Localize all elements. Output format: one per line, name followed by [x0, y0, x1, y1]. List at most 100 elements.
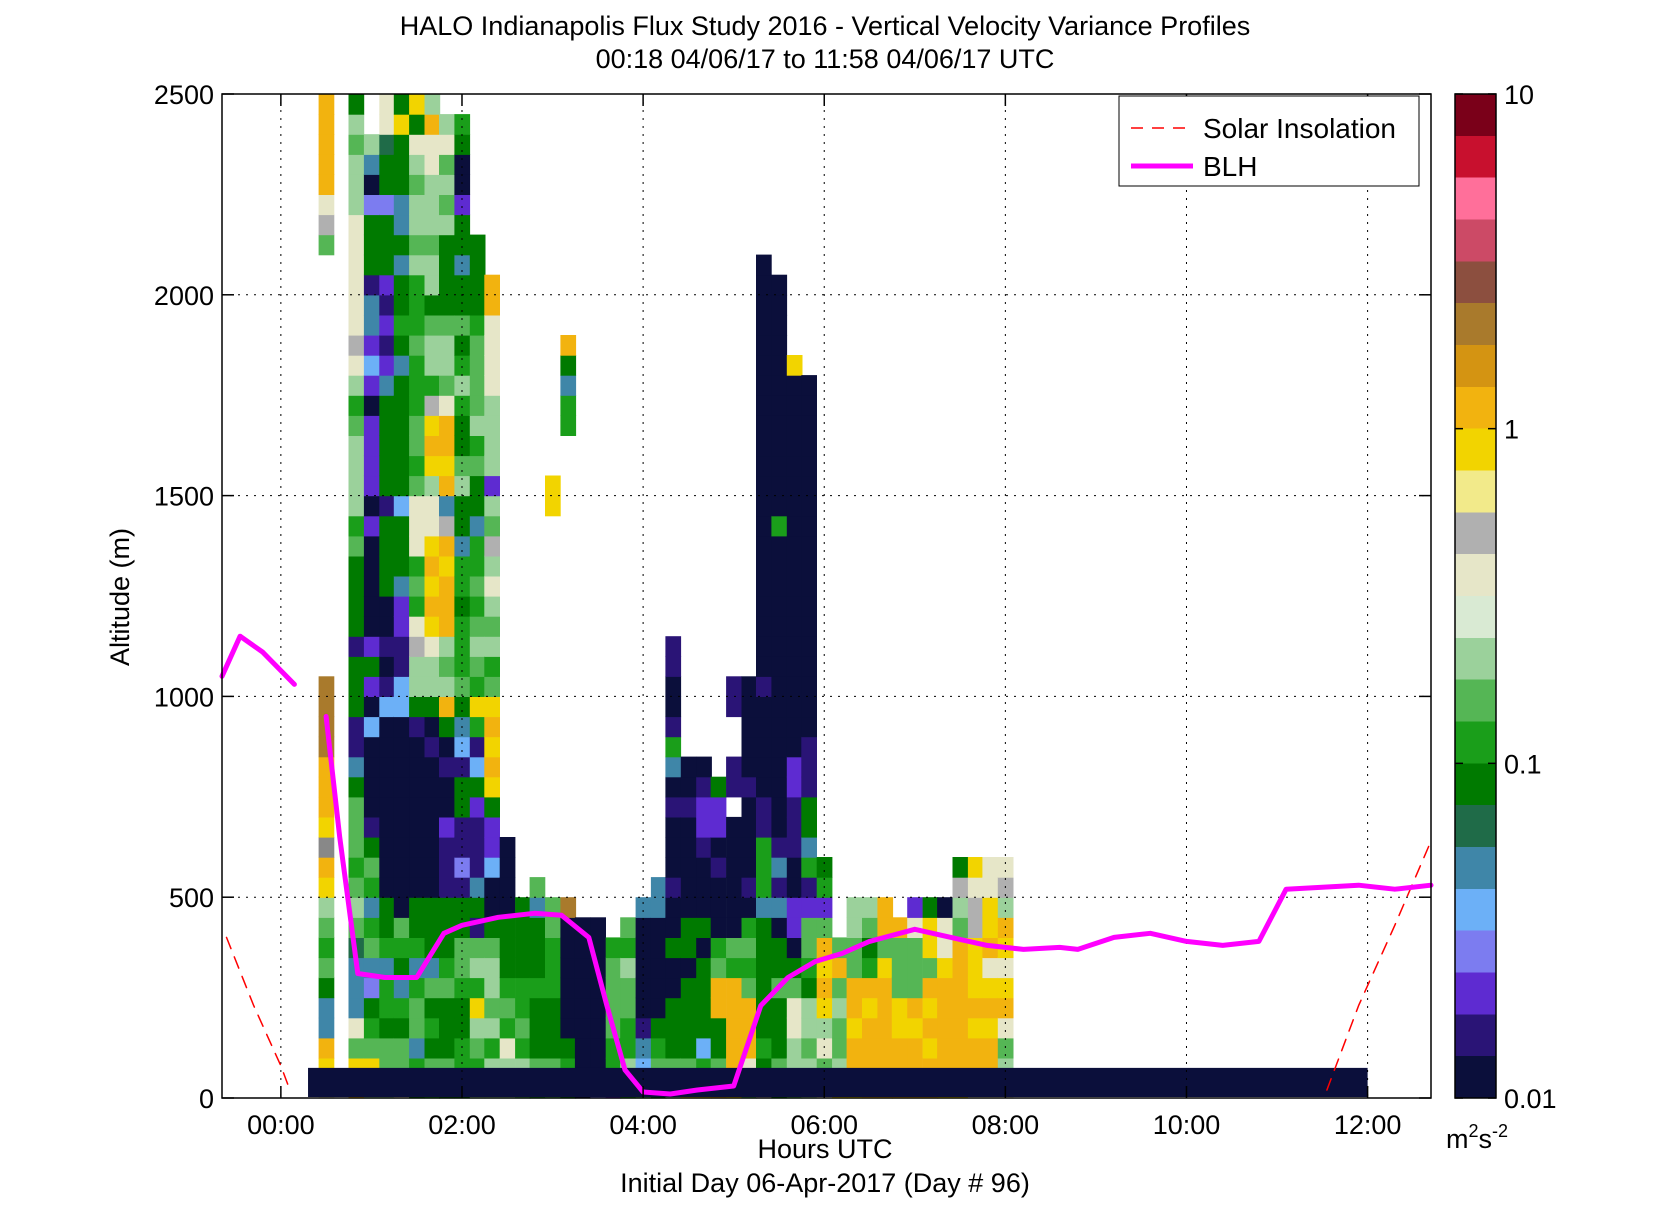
heatmap-cell — [363, 756, 380, 778]
heatmap-cell — [454, 435, 471, 457]
heatmap-cell — [499, 1017, 516, 1039]
heatmap-cell — [786, 917, 803, 938]
blh-line — [323, 714, 1434, 1097]
heatmap-cell — [741, 917, 758, 938]
heatmap-cell — [786, 355, 803, 376]
heatmap-cell — [348, 214, 365, 236]
heatmap-cell — [922, 977, 939, 999]
heatmap-cell — [379, 696, 395, 718]
heatmap-cell — [756, 515, 772, 537]
heatmap-cell — [454, 294, 471, 316]
heatmap-cell — [665, 676, 682, 697]
heatmap-cell — [982, 857, 999, 878]
heatmap-cell — [997, 1017, 1014, 1039]
heatmap-cell — [409, 917, 425, 938]
heatmap-cell — [846, 1037, 863, 1059]
heatmap-cell — [982, 997, 999, 1019]
heatmap-cell — [771, 535, 788, 557]
heatmap-cell — [363, 274, 380, 296]
heatmap-cell — [771, 816, 788, 838]
heatmap-cell — [726, 997, 742, 1019]
heatmap-cell — [832, 997, 848, 1019]
heatmap-cell — [620, 937, 636, 959]
y-axis-ticks: 0 500 1000 1500 2000 2500 — [154, 80, 1431, 1114]
heatmap-cell — [318, 134, 335, 155]
heatmap-cell — [409, 575, 425, 597]
heatmap-cell — [696, 796, 712, 818]
heatmap-cell — [409, 254, 425, 276]
heatmap-cell — [454, 475, 471, 497]
heatmap-cell — [318, 114, 335, 135]
heatmap-cell — [665, 997, 682, 1019]
heatmap-cell — [756, 435, 772, 457]
heatmap-cell — [409, 857, 425, 878]
heatmap-cell — [696, 877, 712, 898]
heatmap-cell — [786, 756, 803, 778]
heatmap-cell — [484, 1017, 500, 1039]
x-tick-label: 12:00 — [1334, 1110, 1402, 1140]
heatmap-cell — [907, 997, 923, 1019]
heatmap-cell — [680, 837, 697, 858]
heatmap-cell — [409, 154, 425, 175]
heatmap-cell — [710, 957, 727, 979]
heatmap-cell — [620, 917, 636, 938]
heatmap-cell — [545, 957, 561, 979]
heatmap-cell — [665, 736, 682, 758]
heatmap-cell — [348, 395, 365, 416]
heatmap-cell — [424, 194, 441, 216]
heatmap-cell — [379, 716, 395, 738]
heatmap-cell — [393, 254, 410, 276]
solar-insolation-line — [225, 936, 291, 1091]
heatmap-cell — [756, 254, 772, 276]
heatmap-cell — [409, 937, 425, 959]
heatmap-cell — [696, 837, 712, 858]
heatmap-cell — [771, 716, 788, 738]
heatmap-cell — [680, 957, 697, 979]
heatmap-cell — [469, 475, 486, 497]
heatmap-cell — [363, 575, 380, 597]
heatmap-cell — [454, 977, 471, 999]
heatmap-cell — [424, 776, 441, 798]
heatmap-cell — [484, 575, 500, 597]
legend-blh-label: BLH — [1203, 151, 1257, 182]
heatmap-cell — [379, 575, 395, 597]
heatmap-cell — [786, 616, 803, 637]
heatmap-cell — [499, 997, 516, 1019]
heatmap-cell — [801, 756, 817, 778]
heatmap-cell — [650, 977, 667, 999]
heatmap-cell — [348, 816, 365, 838]
heatmap-cell — [439, 776, 455, 798]
heatmap-cell — [318, 857, 335, 878]
heatmap-cell — [680, 857, 697, 878]
heatmap-cell — [846, 957, 863, 979]
heatmap-cell — [499, 837, 516, 858]
heatmap-cell — [409, 234, 425, 256]
heatmap-cell — [710, 1037, 727, 1059]
heatmap-cell — [379, 154, 395, 175]
heatmap-cell — [469, 234, 486, 256]
heatmap-cell — [379, 395, 395, 416]
heatmap-cell — [771, 294, 788, 316]
heatmap-cell — [454, 656, 471, 677]
heatmap-cell — [786, 555, 803, 577]
heatmap-cell — [439, 355, 455, 376]
heatmap-cell — [786, 636, 803, 657]
y-tick-label: 2500 — [154, 80, 214, 110]
heatmap-cell — [801, 716, 817, 738]
heatmap-cell — [801, 1017, 817, 1039]
heatmap-cell — [726, 917, 742, 938]
heatmap-cell — [484, 656, 500, 677]
heatmap-cell — [469, 515, 486, 537]
heatmap-cell — [363, 335, 380, 356]
heatmap-cell — [891, 1017, 908, 1039]
heatmap-cell — [680, 937, 697, 959]
heatmap-cell — [771, 796, 788, 818]
heatmap-cell — [318, 1037, 335, 1059]
heatmap-cell — [348, 1037, 365, 1059]
heatmap-cell — [967, 1017, 984, 1039]
heatmap-cell — [379, 455, 395, 477]
heatmap-cell — [439, 937, 455, 959]
heatmap-cell — [393, 997, 410, 1019]
heatmap-cell — [590, 1017, 606, 1039]
heatmap-cell — [891, 937, 908, 959]
